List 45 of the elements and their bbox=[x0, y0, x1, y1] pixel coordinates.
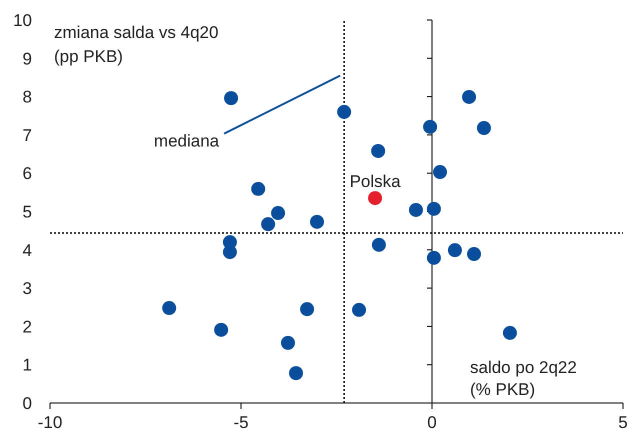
point bbox=[502, 326, 517, 340]
point bbox=[448, 243, 462, 258]
point bbox=[372, 238, 386, 252]
annotation: mediana bbox=[154, 132, 220, 151]
x-axis-title: saldo po 2q22 (% PKB) bbox=[470, 358, 577, 399]
point bbox=[352, 302, 366, 317]
point bbox=[371, 144, 386, 158]
point bbox=[476, 121, 491, 136]
point bbox=[462, 90, 476, 104]
y-tick-label: 0 bbox=[22, 394, 32, 413]
y-axis-title: zmiana salda vs 4q20 (pp PKB) bbox=[54, 23, 218, 66]
y-tick-label: 5 bbox=[22, 202, 32, 222]
x-tick-label: -10 bbox=[38, 413, 62, 432]
point bbox=[310, 214, 324, 229]
y-tick-label: 1 bbox=[22, 356, 32, 375]
point bbox=[467, 247, 482, 262]
point bbox=[433, 165, 448, 180]
point bbox=[224, 91, 238, 106]
y-tick-label: 8 bbox=[22, 88, 32, 107]
point bbox=[408, 202, 423, 217]
point bbox=[426, 250, 441, 265]
point bbox=[337, 104, 352, 119]
y-tick-label: 6 bbox=[22, 164, 32, 184]
point bbox=[214, 322, 228, 337]
y-tick-label: 10 bbox=[13, 11, 32, 30]
point bbox=[280, 336, 295, 350]
point bbox=[162, 301, 176, 316]
point bbox=[426, 202, 441, 216]
point bbox=[300, 302, 314, 316]
y-tick-label: 4 bbox=[22, 240, 32, 260]
point bbox=[271, 206, 286, 220]
point bbox=[368, 191, 382, 206]
point bbox=[289, 366, 304, 380]
x-tick-label: -5 bbox=[233, 413, 249, 432]
point bbox=[423, 120, 438, 134]
point bbox=[261, 217, 276, 232]
y-tick-label: 9 bbox=[22, 49, 32, 68]
y-tick-label: 3 bbox=[22, 279, 32, 298]
point bbox=[222, 245, 237, 260]
x-tick-label: 0 bbox=[427, 413, 437, 432]
series-label: Polska bbox=[350, 172, 402, 192]
y-tick-label: 2 bbox=[22, 317, 32, 336]
point bbox=[251, 182, 266, 196]
y-tick-label: 7 bbox=[22, 126, 32, 145]
x-tick-label: 5 bbox=[618, 413, 628, 432]
